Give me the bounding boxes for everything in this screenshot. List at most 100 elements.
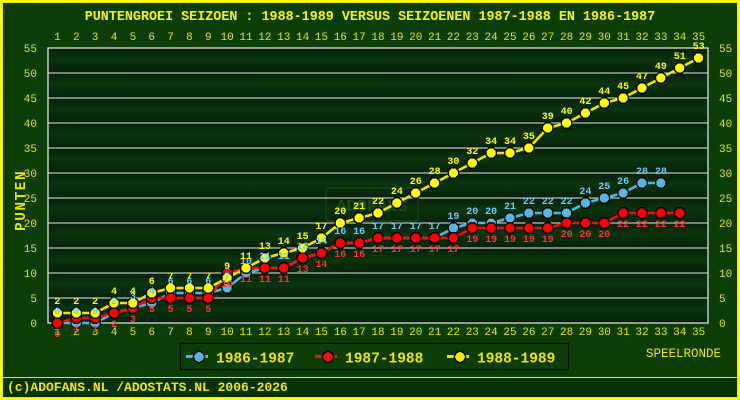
svg-text:35: 35: [719, 144, 732, 156]
svg-text:11: 11: [259, 275, 271, 286]
svg-text:7: 7: [205, 272, 211, 283]
svg-text:16: 16: [334, 227, 346, 238]
svg-text:8: 8: [186, 32, 193, 44]
svg-text:55: 55: [719, 44, 732, 56]
svg-text:20: 20: [466, 207, 478, 218]
svg-text:30: 30: [447, 157, 459, 168]
svg-text:0: 0: [54, 307, 60, 318]
svg-text:25: 25: [598, 182, 610, 193]
svg-text:31: 31: [616, 32, 630, 44]
svg-text:19: 19: [485, 235, 497, 246]
svg-text:26: 26: [617, 177, 629, 188]
svg-text:22: 22: [447, 32, 460, 44]
svg-text:20: 20: [579, 230, 591, 241]
svg-text:10: 10: [719, 269, 732, 281]
svg-text:32: 32: [635, 327, 648, 339]
svg-text:21: 21: [428, 327, 442, 339]
svg-text:45: 45: [617, 82, 629, 93]
svg-text:25: 25: [24, 194, 37, 206]
svg-text:22: 22: [447, 327, 460, 339]
svg-text:17: 17: [429, 245, 441, 256]
svg-text:13: 13: [277, 327, 290, 339]
svg-text:51: 51: [674, 52, 686, 63]
svg-text:50: 50: [719, 69, 732, 81]
svg-text:5: 5: [30, 294, 37, 306]
svg-text:2: 2: [73, 297, 79, 308]
svg-text:29: 29: [579, 32, 592, 44]
svg-text:7: 7: [167, 327, 174, 339]
svg-text:22: 22: [372, 197, 384, 208]
svg-text:27: 27: [541, 327, 554, 339]
svg-text:49: 49: [655, 62, 667, 73]
svg-text:22: 22: [542, 197, 554, 208]
svg-text:14: 14: [296, 327, 310, 339]
svg-text:0: 0: [92, 307, 98, 318]
svg-text:12: 12: [258, 32, 271, 44]
svg-text:10: 10: [220, 327, 233, 339]
svg-text:15: 15: [24, 244, 37, 256]
svg-text:22: 22: [674, 220, 686, 231]
svg-text:18: 18: [371, 327, 384, 339]
svg-text:26: 26: [522, 32, 535, 44]
svg-text:0: 0: [719, 319, 726, 331]
svg-text:7: 7: [168, 272, 174, 283]
svg-text:15: 15: [315, 32, 328, 44]
svg-text:20: 20: [24, 219, 37, 231]
svg-text:35: 35: [692, 327, 705, 339]
svg-text:13: 13: [259, 242, 271, 253]
svg-text:6: 6: [148, 32, 155, 44]
svg-text:2: 2: [54, 297, 60, 308]
svg-text:30: 30: [598, 32, 611, 44]
svg-text:19: 19: [504, 235, 516, 246]
svg-text:20: 20: [409, 32, 422, 44]
svg-text:11: 11: [239, 327, 253, 339]
svg-text:40: 40: [561, 107, 573, 118]
svg-text:2: 2: [73, 32, 80, 44]
svg-text:34: 34: [485, 137, 497, 148]
svg-text:39: 39: [542, 112, 554, 123]
svg-text:11: 11: [240, 252, 252, 263]
svg-text:28: 28: [560, 32, 573, 44]
svg-text:15: 15: [315, 327, 328, 339]
svg-text:50: 50: [24, 69, 37, 81]
svg-text:14: 14: [315, 260, 327, 271]
svg-text:22: 22: [655, 220, 667, 231]
svg-text:17: 17: [447, 245, 459, 256]
svg-text:26: 26: [522, 327, 535, 339]
svg-text:1: 1: [92, 325, 98, 336]
svg-text:6: 6: [149, 277, 155, 288]
svg-text:53: 53: [693, 42, 705, 53]
svg-text:22: 22: [617, 220, 629, 231]
svg-text:55: 55: [24, 44, 37, 56]
svg-text:28: 28: [655, 167, 667, 178]
svg-text:3: 3: [92, 32, 99, 44]
svg-text:20: 20: [409, 327, 422, 339]
svg-text:21: 21: [353, 202, 365, 213]
svg-text:13: 13: [297, 265, 309, 276]
svg-text:23: 23: [466, 32, 479, 44]
svg-text:17: 17: [410, 222, 422, 233]
svg-text:14: 14: [315, 237, 327, 248]
svg-text:20: 20: [485, 207, 497, 218]
svg-text:45: 45: [719, 94, 732, 106]
svg-text:28: 28: [636, 167, 648, 178]
svg-text:22: 22: [636, 220, 648, 231]
svg-text:28: 28: [560, 327, 573, 339]
svg-text:17: 17: [372, 222, 384, 233]
svg-text:30: 30: [24, 169, 37, 181]
svg-text:6: 6: [148, 327, 155, 339]
svg-text:24: 24: [391, 187, 403, 198]
svg-text:19: 19: [466, 235, 478, 246]
svg-text:0: 0: [73, 307, 79, 318]
svg-text:10: 10: [24, 269, 37, 281]
svg-text:20: 20: [598, 230, 610, 241]
svg-text:16: 16: [353, 250, 365, 261]
svg-text:4: 4: [130, 287, 136, 298]
svg-text:35: 35: [24, 144, 37, 156]
svg-text:24: 24: [484, 32, 498, 44]
svg-text:34: 34: [673, 32, 687, 44]
svg-text:17: 17: [352, 327, 365, 339]
svg-text:40: 40: [24, 119, 37, 131]
svg-text:19: 19: [390, 327, 403, 339]
svg-text:14: 14: [296, 32, 310, 44]
